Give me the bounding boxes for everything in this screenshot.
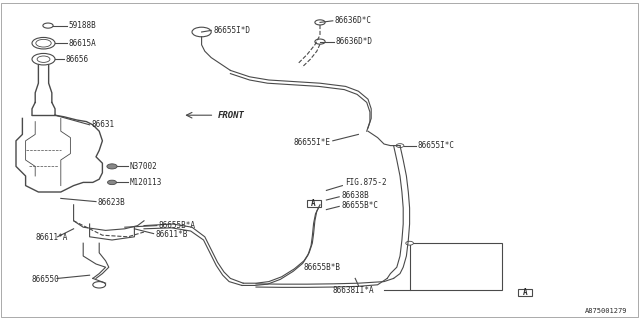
Bar — [410, 243, 502, 290]
Text: N37002: N37002 — [129, 162, 157, 171]
Circle shape — [192, 27, 211, 37]
Circle shape — [315, 39, 325, 44]
Text: A: A — [522, 288, 527, 297]
Text: A: A — [311, 199, 316, 208]
Circle shape — [315, 20, 325, 25]
Text: 86655I*D: 86655I*D — [213, 26, 250, 35]
Circle shape — [108, 180, 116, 185]
Text: FRONT: FRONT — [218, 111, 244, 120]
Text: 86655B*B: 86655B*B — [304, 263, 341, 272]
Text: FIG.875-2: FIG.875-2 — [346, 178, 387, 187]
Circle shape — [37, 56, 50, 62]
Text: 866550: 866550 — [32, 275, 60, 284]
Circle shape — [32, 53, 55, 65]
Text: 86656: 86656 — [65, 55, 88, 64]
Bar — [518, 289, 532, 296]
Text: 86623B: 86623B — [98, 198, 125, 207]
Text: 59188B: 59188B — [68, 21, 96, 30]
Text: 86655I*E: 86655I*E — [293, 138, 330, 147]
Text: 86636D*D: 86636D*D — [336, 37, 373, 46]
Text: 86655B*C: 86655B*C — [341, 201, 378, 210]
Circle shape — [396, 144, 404, 148]
Text: 86636D*C: 86636D*C — [335, 16, 372, 25]
Text: 86611*A: 86611*A — [35, 233, 68, 242]
Circle shape — [406, 241, 413, 245]
Text: M120113: M120113 — [129, 178, 162, 187]
Text: 86611*B: 86611*B — [156, 230, 188, 239]
Circle shape — [32, 37, 55, 49]
Text: 86631: 86631 — [92, 120, 115, 129]
Text: A875001279: A875001279 — [585, 308, 627, 314]
Circle shape — [43, 23, 53, 28]
Text: 86655B*A: 86655B*A — [159, 221, 196, 230]
Text: 86655I*C: 86655I*C — [418, 141, 455, 150]
Bar — [307, 200, 321, 207]
Circle shape — [107, 164, 117, 169]
Text: 86638II*A: 86638II*A — [333, 286, 374, 295]
Circle shape — [36, 39, 51, 47]
Text: 86615A: 86615A — [68, 39, 96, 48]
Circle shape — [93, 282, 106, 288]
Text: 86638B: 86638B — [341, 191, 369, 200]
